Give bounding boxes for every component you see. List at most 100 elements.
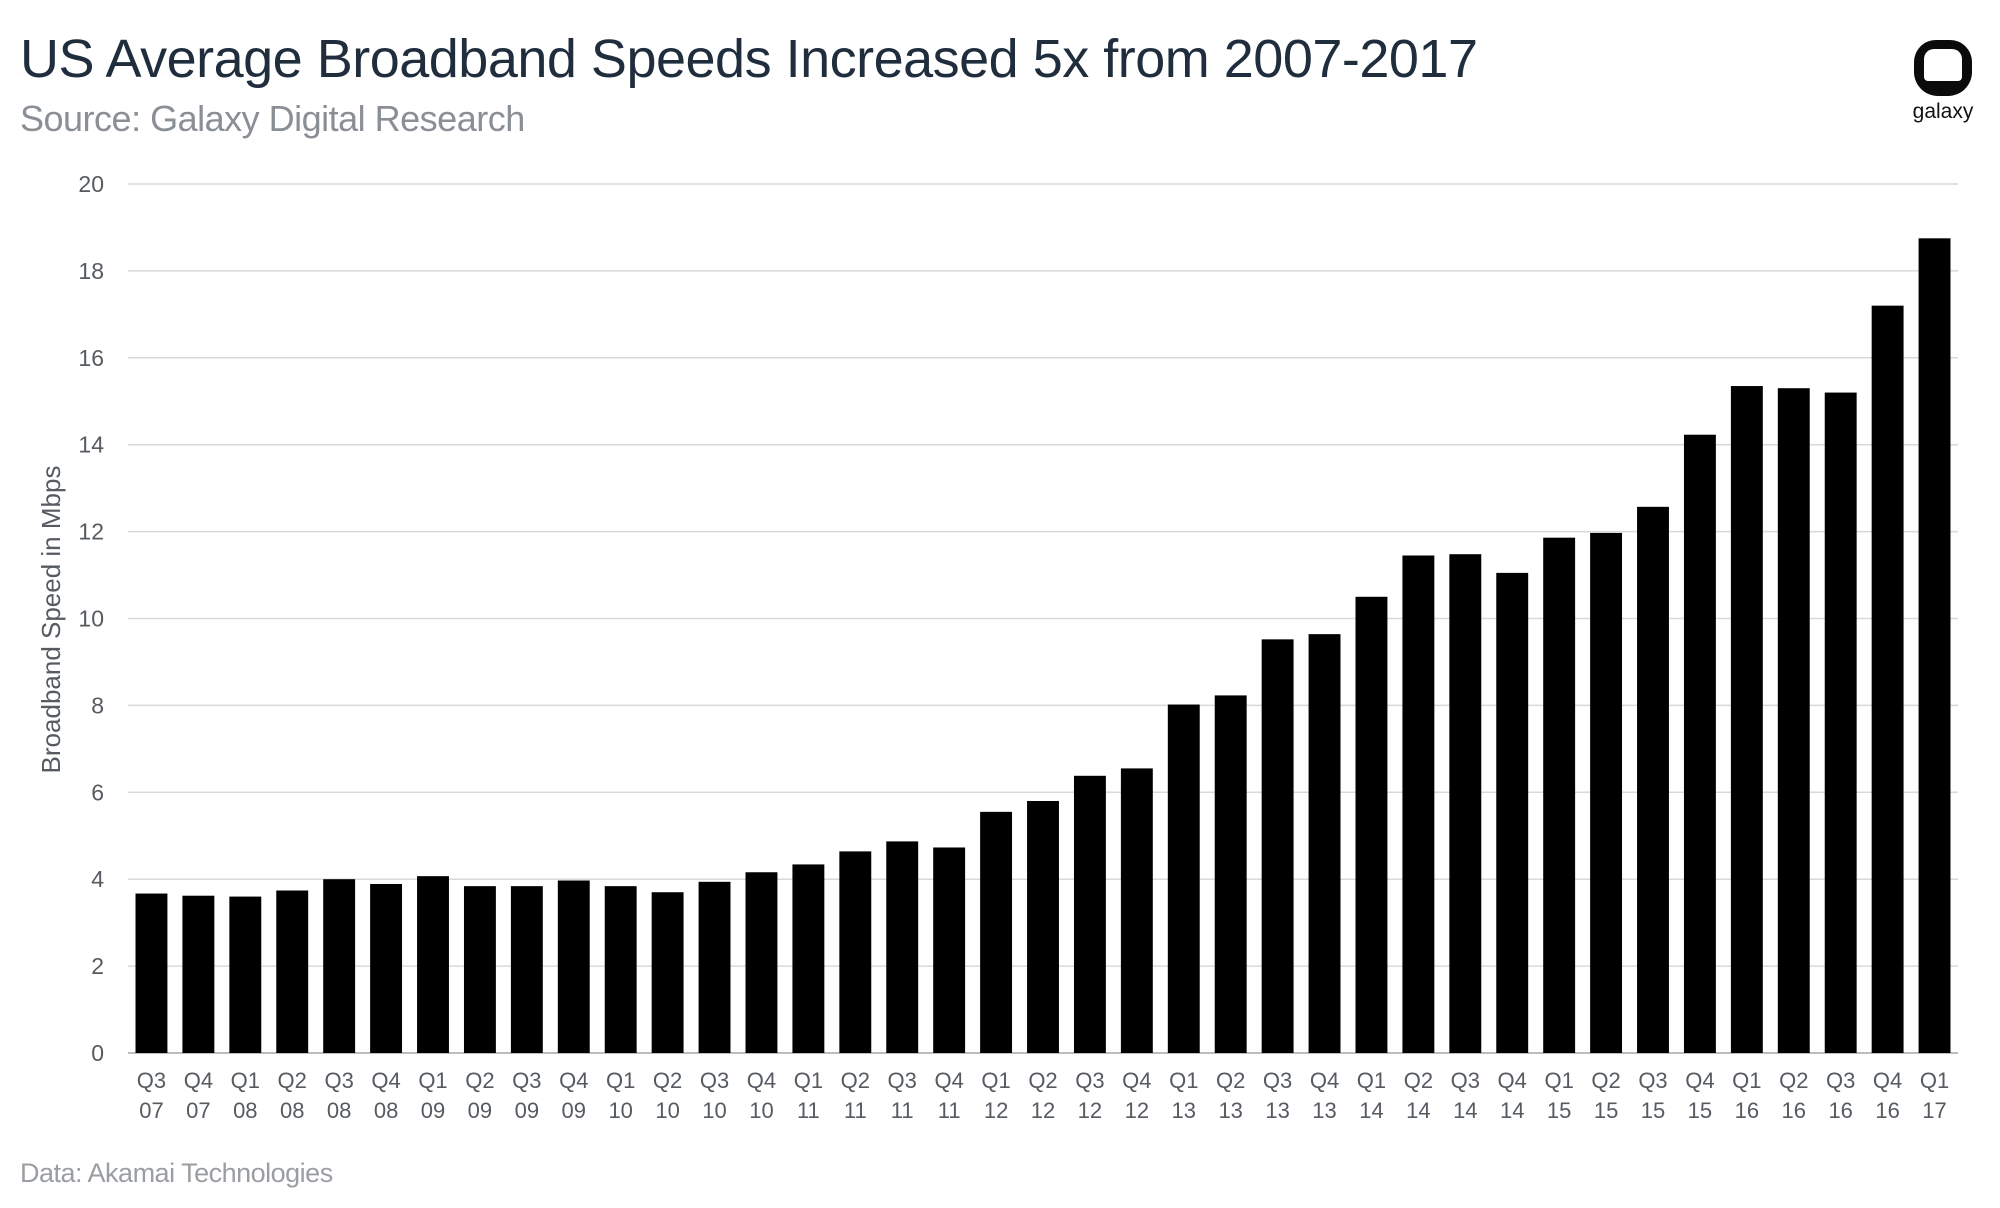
bar-q3-08 xyxy=(323,879,356,1053)
x-tick-label: Q1 14 xyxy=(1357,1068,1386,1123)
bar-q4-13 xyxy=(1308,634,1341,1053)
x-tick-label: Q4 15 xyxy=(1685,1068,1714,1123)
x-tick-label: Q4 11 xyxy=(934,1068,963,1123)
bar-q1-16 xyxy=(1730,386,1763,1054)
y-tick-label: 18 xyxy=(78,258,104,284)
x-tick-label: Q3 12 xyxy=(1075,1068,1104,1123)
x-tick-label: Q2 09 xyxy=(465,1068,494,1123)
galaxy-logo-icon xyxy=(1914,40,1972,96)
bar-q1-12 xyxy=(980,811,1013,1053)
x-tick-label: Q2 10 xyxy=(653,1068,682,1123)
bar-q3-12 xyxy=(1073,775,1106,1053)
bar-q2-09 xyxy=(463,886,496,1053)
y-tick-label: 16 xyxy=(78,345,104,371)
bar-q1-09 xyxy=(417,876,449,1053)
logo-text: galaxy xyxy=(1912,100,1974,123)
bar-q4-11 xyxy=(933,847,966,1053)
y-tick-label: 4 xyxy=(91,866,104,892)
y-axis-title: Broadband Speed in Mbps xyxy=(36,466,66,774)
bar-q2-11 xyxy=(839,851,872,1053)
x-tick-label: Q4 07 xyxy=(184,1068,213,1123)
x-tick-label: Q1 10 xyxy=(606,1068,635,1123)
x-tick-label: Q3 11 xyxy=(888,1068,917,1123)
x-tick-label: Q3 16 xyxy=(1826,1068,1855,1123)
bar-q2-10 xyxy=(651,892,684,1053)
x-tick-label: Q3 15 xyxy=(1638,1068,1667,1123)
data-source-note: Data: Akamai Technologies xyxy=(20,1158,333,1188)
bar-q3-09 xyxy=(510,886,543,1053)
bar-q1-10 xyxy=(604,886,637,1053)
bar-q3-11 xyxy=(886,841,919,1053)
x-tick-label: Q4 10 xyxy=(747,1068,776,1123)
x-tick-label: Q3 14 xyxy=(1451,1068,1480,1123)
y-tick-label: 12 xyxy=(78,519,104,545)
bar-q3-14 xyxy=(1449,554,1482,1053)
bar-q3-10 xyxy=(698,881,731,1053)
x-tick-label: Q3 08 xyxy=(324,1068,353,1123)
bar-q2-16 xyxy=(1777,388,1810,1054)
bar-q1-08 xyxy=(229,896,262,1053)
y-tick-label: 10 xyxy=(78,606,104,632)
bar-q2-12 xyxy=(1027,800,1059,1053)
y-tick-label: 6 xyxy=(91,779,104,805)
x-tick-label: Q2 08 xyxy=(278,1068,307,1123)
bar-q4-07 xyxy=(182,895,215,1053)
galaxy-logo: galaxy xyxy=(1898,40,1988,124)
y-tick-label: 8 xyxy=(91,692,104,718)
bar-q3-13 xyxy=(1261,639,1294,1053)
y-tick-label: 14 xyxy=(78,432,104,458)
bar-q3-07 xyxy=(135,893,168,1053)
bar-q1-13 xyxy=(1167,704,1200,1053)
x-tick-label: Q2 13 xyxy=(1216,1068,1245,1123)
x-tick-label: Q4 08 xyxy=(371,1068,400,1123)
bar-q1-11 xyxy=(792,864,825,1053)
bar-q2-13 xyxy=(1214,695,1247,1053)
x-tick-label: Q4 16 xyxy=(1873,1068,1902,1123)
x-tick-label: Q1 11 xyxy=(794,1068,823,1123)
bar-q1-14 xyxy=(1355,596,1388,1053)
x-tick-label: Q2 15 xyxy=(1591,1068,1620,1123)
chart-title: US Average Broadband Speeds Increased 5x… xyxy=(20,29,1478,89)
x-axis-ticks: Q3 07 Q4 07 Q1 08 Q2 08 Q3 08 Q4 08 Q1 09 Q2 09 Q3 09 Q4 09… xyxy=(137,1068,1949,1123)
x-tick-label: Q1 16 xyxy=(1732,1068,1761,1123)
x-tick-label: Q4 13 xyxy=(1310,1068,1339,1123)
bar-q1-15 xyxy=(1543,537,1576,1053)
x-tick-label: Q1 15 xyxy=(1544,1068,1573,1123)
x-tick-label: Q4 12 xyxy=(1122,1068,1151,1123)
x-tick-label: Q3 13 xyxy=(1263,1068,1292,1123)
bar-q2-14 xyxy=(1402,555,1435,1053)
y-tick-label: 20 xyxy=(78,171,104,197)
x-tick-label: Q1 09 xyxy=(418,1068,447,1123)
x-tick-label: Q4 14 xyxy=(1498,1068,1527,1123)
bar-q4-15 xyxy=(1683,434,1716,1053)
x-tick-label: Q1 13 xyxy=(1169,1068,1198,1123)
bar-q4-09 xyxy=(557,880,590,1053)
bar-q2-08 xyxy=(276,890,309,1053)
bar-q4-10 xyxy=(745,872,778,1053)
chart-subtitle: Source: Galaxy Digital Research xyxy=(20,98,525,139)
bar-q4-08 xyxy=(370,883,403,1053)
x-tick-label: Q2 11 xyxy=(841,1068,870,1123)
x-tick-label: Q3 09 xyxy=(512,1068,541,1123)
y-axis-ticks: 0 2 4 6 8 10 12 14 16 18 20 xyxy=(78,171,104,1066)
x-tick-label: Q1 12 xyxy=(981,1068,1010,1123)
x-tick-label: Q2 12 xyxy=(1028,1068,1057,1123)
x-tick-label: Q4 09 xyxy=(559,1068,588,1123)
bar-q2-15 xyxy=(1590,532,1623,1053)
x-tick-label: Q3 10 xyxy=(700,1068,729,1123)
x-tick-label: Q2 14 xyxy=(1404,1068,1433,1123)
bar-q3-16 xyxy=(1824,392,1857,1053)
bar-q4-12 xyxy=(1120,768,1153,1053)
y-tick-label: 2 xyxy=(91,953,104,979)
bar-q1-17 xyxy=(1918,238,1951,1053)
x-tick-label: Q1 17 xyxy=(1920,1068,1949,1123)
x-tick-label: Q2 16 xyxy=(1779,1068,1808,1123)
x-tick-label: Q3 07 xyxy=(137,1068,166,1123)
bar-q4-14 xyxy=(1496,572,1529,1053)
y-tick-label: 0 xyxy=(91,1040,104,1066)
bars xyxy=(135,238,1951,1054)
bar-q4-16 xyxy=(1871,305,1904,1053)
bar-q3-15 xyxy=(1637,506,1669,1053)
x-tick-label: Q1 08 xyxy=(231,1068,260,1123)
